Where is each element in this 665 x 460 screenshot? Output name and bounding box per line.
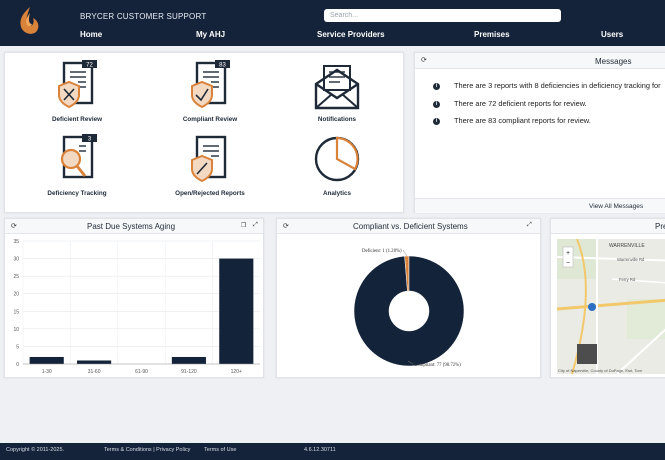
envelope-icon [314,65,360,110]
messages-title: Messages [595,57,632,66]
info-icon: i [433,82,440,90]
deficiency-tracking-icon: 3 [60,134,97,179]
bar-1-30 [29,356,64,364]
tile-notifications-label: Notifications [317,116,357,123]
messages-header: ⟳ Messages [415,53,665,69]
compliance-chart-title: Compliant vs. Deficient Systems [353,222,468,231]
info-icon: i [433,117,440,125]
messages-footer: View All Messages [415,198,665,213]
message-item: i There are 3 reports with 8 deficiencies… [433,81,661,90]
info-icon: i [433,100,440,108]
y-tick-label: 15 [13,309,19,315]
compliant-review-badge: 83 [219,62,226,68]
premises-map[interactable]: WARRENVILLE Warrenville Rd Ferry Rd City… [557,239,665,379]
map-label-ferry-rd: Ferry Rd [619,277,636,282]
tile-deficiency-tracking[interactable]: 3 Deficiency Tracking [27,134,127,197]
map-label-warrenville: WARRENVILLE [609,243,645,249]
nav-home[interactable]: Home [80,30,103,39]
nav-premises[interactable]: Premises [474,30,510,39]
compliant-review-icon: 83 [191,60,230,109]
footer-terms-privacy-link[interactable]: Terms & Conditions | Privacy Policy [104,447,191,453]
aging-chart-header: ⟳ Past Due Systems Aging ❐ ⤢ [5,219,263,234]
compliance-chart-header: ⟳ Compliant vs. Deficient Systems ⤢ [277,219,540,234]
footer-version: 4.6.12.30711 [304,447,336,453]
tile-open-rejected-reports-label: Open/Rejected Reports [175,190,245,197]
message-item: i There are 83 compliant reports for revi… [433,116,591,125]
bar-31-60 [77,360,112,364]
aging-chart-panel: ⟳ Past Due Systems Aging ❐ ⤢ 0 5 10 15 20 25 3… [4,218,264,378]
compliance-chart-panel: ⟳ Compliant vs. Deficient Systems ⤢ Defi… [276,218,541,378]
deficient-review-badge: 72 [86,62,93,68]
footer-copyright: Copyright © 2011-2025. [6,447,65,453]
y-tick-label: 30 [13,257,19,263]
premises-map-header: Pre [551,219,665,234]
slice-1 [353,255,465,367]
refresh-icon[interactable]: ⟳ [283,223,289,230]
tile-notifications[interactable]: Notifications [287,60,387,123]
premises-map-title: Pre [655,222,665,231]
messages-panel: ⟳ Messages i There are 3 reports with 8 d… [414,52,665,213]
slice-label-leader [402,249,408,257]
premises-map-panel: Pre WARRENVILLE Warrenville Rd Ferry Rd … [550,218,665,378]
open-rejected-reports-icon [191,135,227,183]
bar-120+ [219,258,254,364]
deficiency-tracking-badge: 3 [88,136,92,142]
deficient-review-icon: 72 [58,60,97,109]
pie-chart-icon [314,136,360,182]
map-attribution: City of Naperville, County of DuPage, Es… [558,368,643,373]
aging-chart-title: Past Due Systems Aging [87,222,176,231]
tile-deficiency-tracking-label: Deficiency Tracking [47,190,107,197]
y-tick-label: 0 [16,362,19,368]
refresh-icon[interactable]: ⟳ [421,57,427,64]
y-tick-label: 35 [13,239,19,245]
map-zoom-out-icon[interactable]: − [566,260,570,267]
tile-deficient-review-label: Deficient Review [51,116,103,123]
expand-icon[interactable]: ⤢ [253,222,258,228]
y-tick-label: 10 [13,327,19,333]
expand-icon[interactable]: ⤢ [527,222,532,228]
tile-analytics-label: Analytics [323,190,351,197]
tile-compliant-review-label: Compliant Review [182,116,238,123]
tile-analytics[interactable]: Analytics [287,134,387,197]
top-navigation-bar: BRYCER CUSTOMER SUPPORT Home My AHJ Serv… [0,0,665,46]
copy-icon[interactable]: ❐ [241,223,247,229]
x-tick-label: 31-60 [88,369,101,375]
tile-compliant-review[interactable]: 83 Compliant Review [160,60,260,123]
app-brand-title: BRYCER CUSTOMER SUPPORT [80,12,207,21]
brycer-flame-logo-icon[interactable] [18,6,40,36]
footer-terms-of-use-link[interactable]: Terms of Use [204,447,237,453]
tile-open-rejected-reports[interactable]: Open/Rejected Reports [160,134,260,197]
x-tick-label: 1-30 [42,369,52,375]
tile-deficient-review[interactable]: 72 Deficient Review [27,60,127,123]
map-label-warrenville-rd: Warrenville Rd [617,257,645,262]
bar-91-120 [171,356,206,364]
footer: Copyright © 2011-2025. Terms & Condition… [0,443,665,460]
y-tick-label: 5 [16,344,19,350]
x-tick-label: 91-120 [181,369,197,375]
slice-label-leader [407,360,414,365]
view-all-messages-link[interactable]: View All Messages [589,203,644,210]
map-zoom-in-icon[interactable]: + [566,250,570,257]
slice-label-deficient: Deficient: 1 (1.28%) [362,249,402,254]
y-tick-label: 20 [13,292,19,298]
quick-actions-panel: 72 Deficient Review 83 Compliant Review [4,52,404,213]
search-input[interactable] [324,9,561,22]
x-tick-label: 61-90 [135,369,148,375]
nav-my-ahj[interactable]: My AHJ [196,30,226,39]
refresh-icon[interactable]: ⟳ [11,223,17,230]
slice-label-compliant: Compliant: 77 (98.72%) [414,363,461,368]
compliance-donut-chart: Deficient: 1 (1.28%) Compliant: 77 (98.72… [353,249,465,368]
y-tick-label: 25 [13,274,19,280]
message-item: i There are 72 deficient reports for revi… [433,99,587,108]
x-tick-label: 120+ [231,369,242,375]
nav-service-providers[interactable]: Service Providers [317,30,385,39]
aging-bar-chart: 0 5 10 15 20 25 30 35 1-30 31-60 61-90 91-120 120+ [13,239,260,375]
nav-users[interactable]: Users [601,30,624,39]
